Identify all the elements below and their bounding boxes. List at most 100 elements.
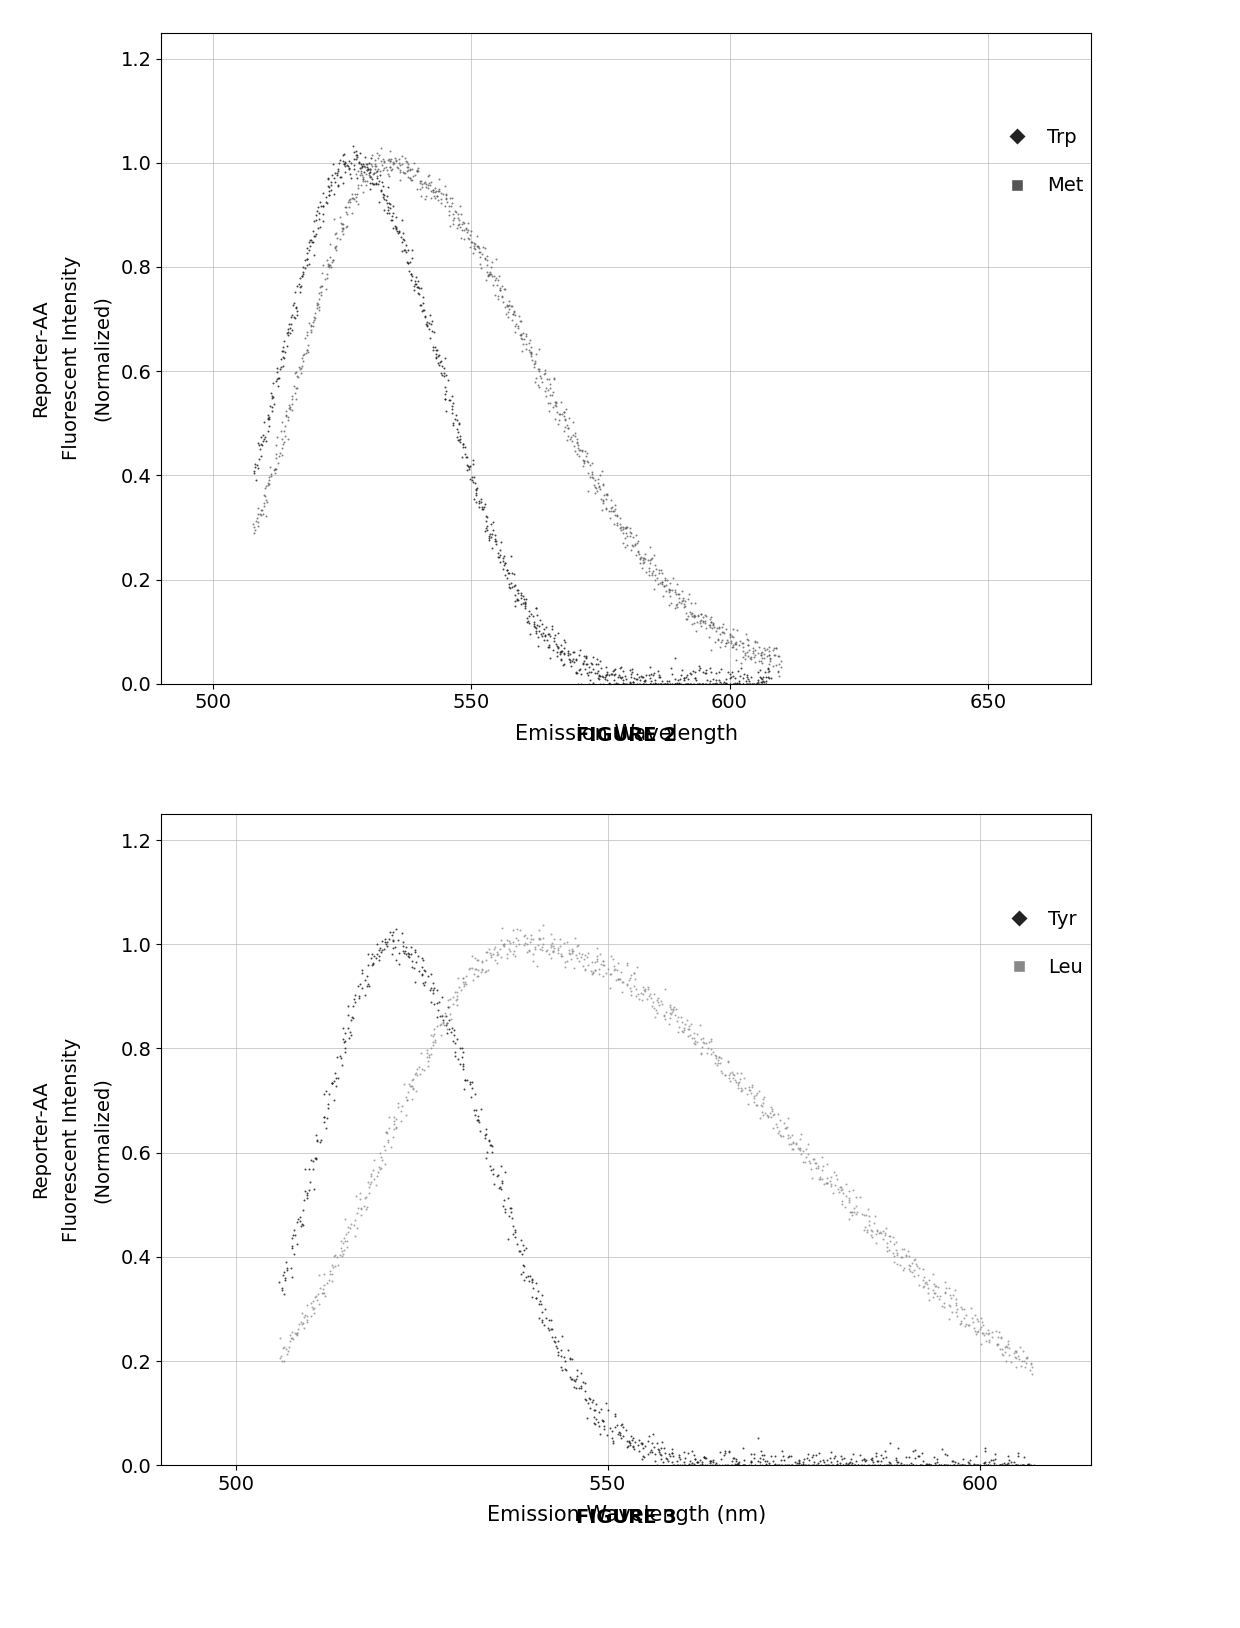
Point: [291, 353, 311, 379]
Point: [465, 234, 485, 260]
Point: [694, 659, 714, 685]
Point: [517, 609, 537, 635]
Point: [812, 1166, 832, 1192]
Point: [678, 671, 698, 697]
Point: [329, 156, 348, 182]
Point: [604, 1429, 624, 1455]
Point: [498, 1226, 518, 1252]
Point: [428, 187, 448, 213]
Point: [367, 160, 387, 186]
Point: [494, 277, 513, 303]
Point: [472, 957, 492, 983]
Point: [563, 648, 583, 674]
Point: [978, 1322, 998, 1348]
Point: [785, 1449, 805, 1475]
Point: [714, 669, 734, 695]
Point: [415, 969, 435, 995]
Point: [751, 648, 771, 674]
Point: [708, 625, 728, 651]
Point: [640, 654, 660, 681]
Point: [511, 586, 531, 612]
Point: [688, 671, 708, 697]
Point: [358, 156, 378, 182]
Point: [967, 1306, 987, 1332]
Point: [439, 387, 459, 414]
Point: [301, 314, 321, 340]
Point: [696, 659, 715, 685]
Point: [332, 217, 352, 243]
Point: [391, 160, 410, 186]
Point: [360, 169, 379, 195]
Point: [753, 640, 773, 666]
Point: [253, 428, 273, 454]
Point: [722, 630, 742, 656]
Point: [339, 1214, 358, 1241]
Point: [352, 153, 372, 179]
Point: [542, 614, 562, 640]
Point: [284, 373, 304, 399]
Point: [963, 1452, 983, 1478]
Point: [518, 1263, 538, 1289]
Point: [436, 181, 456, 207]
Point: [591, 457, 611, 484]
Point: [340, 189, 360, 215]
Point: [319, 254, 339, 280]
Point: [285, 360, 305, 386]
Point: [492, 274, 512, 300]
Point: [311, 280, 331, 306]
Point: [301, 1294, 321, 1320]
Point: [691, 607, 711, 633]
Point: [521, 620, 541, 646]
Point: [688, 602, 708, 628]
Point: [501, 938, 521, 964]
Point: [419, 163, 439, 189]
Point: [547, 1333, 567, 1359]
Point: [789, 1136, 808, 1162]
Point: [951, 1294, 971, 1320]
Point: [260, 454, 280, 480]
Point: [345, 186, 365, 212]
Point: [867, 1218, 887, 1244]
Point: [315, 1081, 335, 1107]
Point: [810, 1441, 830, 1467]
Point: [593, 490, 613, 516]
Point: [327, 173, 347, 199]
Point: [300, 1169, 320, 1195]
Point: [951, 1296, 971, 1322]
Point: [294, 342, 314, 368]
Point: [624, 961, 644, 987]
Point: [827, 1452, 847, 1478]
Point: [590, 1421, 610, 1447]
Point: [314, 252, 334, 278]
Point: [634, 545, 653, 571]
Point: [841, 1452, 861, 1478]
Point: [931, 1452, 951, 1478]
Point: [672, 578, 692, 604]
Point: [604, 957, 624, 983]
Point: [926, 1446, 946, 1472]
Point: [408, 274, 428, 300]
Point: [879, 1237, 899, 1263]
Point: [465, 944, 485, 970]
Point: [357, 161, 377, 187]
Point: [579, 659, 599, 685]
Point: [582, 949, 601, 975]
Point: [925, 1273, 945, 1299]
Point: [419, 316, 439, 342]
Point: [563, 938, 583, 964]
Point: [438, 995, 458, 1021]
Point: [357, 972, 377, 998]
Point: [465, 231, 485, 257]
Point: [730, 628, 750, 654]
Point: [450, 1052, 470, 1078]
Point: [821, 1439, 841, 1465]
Point: [842, 1198, 862, 1224]
Point: [337, 213, 357, 239]
Point: [248, 454, 268, 480]
Point: [466, 962, 486, 988]
Point: [326, 233, 346, 259]
Point: [551, 926, 570, 952]
Point: [724, 671, 744, 697]
Point: [460, 1071, 480, 1097]
Point: [717, 666, 737, 692]
